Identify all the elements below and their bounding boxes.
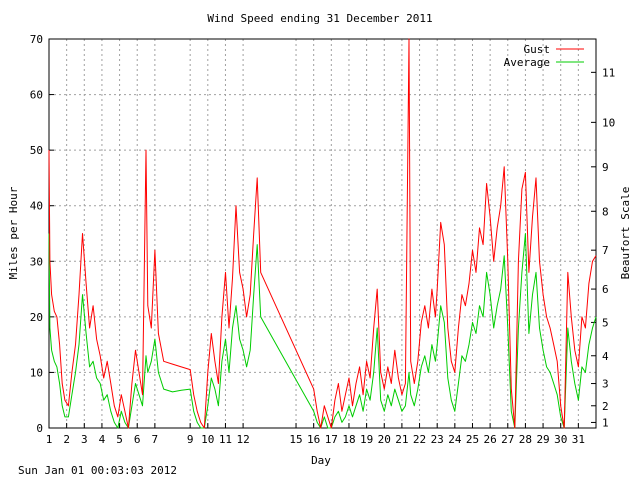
x-tick-label: 12 — [236, 433, 249, 446]
x-tick-label: 16 — [307, 433, 320, 446]
y-tick-label: 40 — [30, 200, 43, 213]
legend-label-average: Average — [504, 56, 550, 69]
x-tick-label: 19 — [360, 433, 373, 446]
x-tick-label: 28 — [519, 433, 532, 446]
x-tick-label: 20 — [378, 433, 391, 446]
series-line-average — [48, 233, 597, 429]
y-tick-label: 30 — [30, 255, 43, 268]
beaufort-tick-label: 10 — [602, 116, 615, 129]
x-axis: 1 2 3 4 5 6 7 9 10 11 12 15 16 17 18 19 20 21 22 23 24 25 26 27… — [46, 423, 585, 446]
x-tick-label: 29 — [536, 433, 549, 446]
x-tick-label: 9 — [187, 433, 194, 446]
beaufort-axis: 1 2 3 4 5 6 7 8 9 10 11 — [591, 66, 615, 429]
x-tick-label: 15 — [289, 433, 302, 446]
x-tick-label: 21 — [395, 433, 408, 446]
beaufort-tick-label: 1 — [602, 416, 609, 429]
beaufort-tick-label: 11 — [602, 66, 615, 79]
beaufort-tick-label: 9 — [602, 161, 609, 174]
generated-timestamp: Sun Jan 01 00:03:03 2012 — [18, 464, 177, 477]
legend-label-gust: Gust — [524, 43, 551, 56]
x-tick-label: 25 — [466, 433, 479, 446]
x-tick-label: 31 — [572, 433, 585, 446]
x-axis-title: Day — [311, 454, 331, 467]
series — [48, 38, 597, 429]
x-tick-label: 11 — [219, 433, 232, 446]
beaufort-axis-title: Beaufort Scale — [619, 187, 632, 280]
beaufort-tick-label: 7 — [602, 244, 609, 257]
x-tick-label: 6 — [134, 433, 141, 446]
x-tick-label: 23 — [431, 433, 444, 446]
beaufort-tick-label: 6 — [602, 283, 609, 296]
y-axis: 0 10 20 30 40 50 60 70 — [30, 33, 54, 435]
beaufort-tick-label: 5 — [602, 316, 609, 329]
x-tick-label: 10 — [201, 433, 214, 446]
x-tick-label: 18 — [342, 433, 355, 446]
x-tick-label: 27 — [501, 433, 514, 446]
beaufort-tick-label: 8 — [602, 205, 609, 218]
x-tick-label: 17 — [325, 433, 338, 446]
grid — [48, 38, 596, 429]
y-tick-label: 20 — [30, 311, 43, 324]
x-tick-label: 1 — [46, 433, 53, 446]
beaufort-tick-label: 2 — [602, 400, 609, 413]
y-tick-label: 70 — [30, 33, 43, 46]
y-tick-label: 10 — [30, 366, 43, 379]
beaufort-tick-label: 4 — [602, 350, 609, 363]
x-tick-label: 26 — [484, 433, 497, 446]
x-tick-label: 5 — [116, 433, 123, 446]
x-tick-label: 7 — [152, 433, 159, 446]
y-axis-title: Miles per Hour — [7, 186, 20, 279]
x-tick-label: 3 — [81, 433, 88, 446]
x-tick-label: 2 — [63, 433, 70, 446]
y-tick-label: 0 — [36, 422, 43, 435]
y-tick-label: 50 — [30, 144, 43, 157]
x-tick-label: 30 — [554, 433, 567, 446]
chart-title: Wind Speed ending 31 December 2011 — [207, 12, 432, 25]
legend: Gust Average — [504, 43, 584, 69]
series-line-gust — [48, 38, 597, 429]
plot-frame — [48, 38, 597, 429]
x-tick-label: 24 — [448, 433, 462, 446]
y-tick-label: 60 — [30, 89, 43, 102]
beaufort-tick-label: 3 — [602, 378, 609, 391]
x-tick-label: 22 — [413, 433, 426, 446]
x-tick-label: 4 — [99, 433, 106, 446]
